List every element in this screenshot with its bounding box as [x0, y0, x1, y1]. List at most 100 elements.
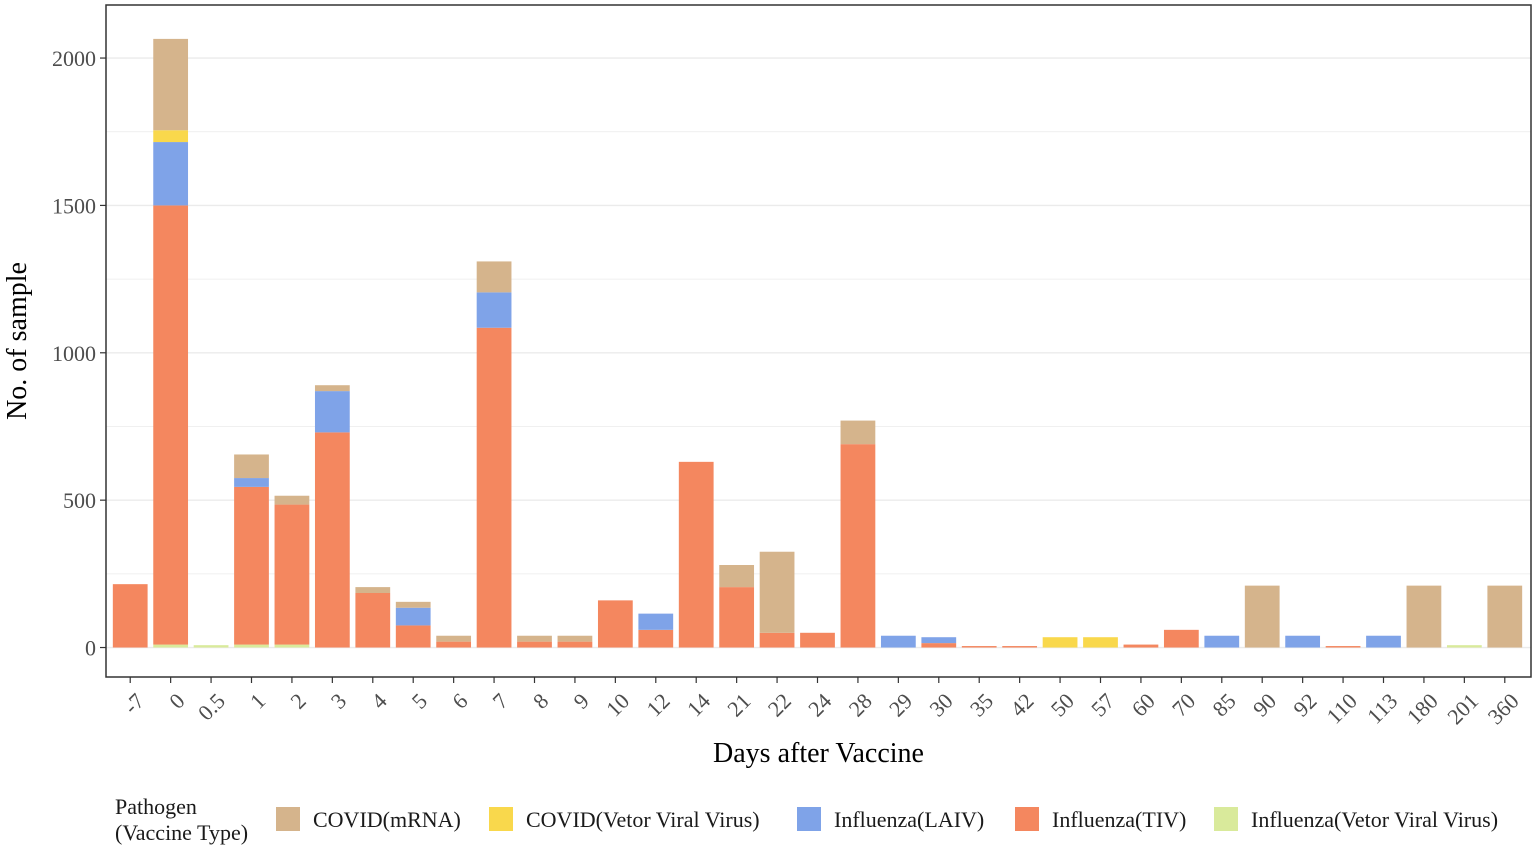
bar-segment: [921, 637, 957, 644]
x-axis-title: Days after Vaccine: [713, 738, 924, 769]
bar-segment: [1042, 637, 1078, 648]
bar-segment: [395, 607, 431, 626]
bar-segment: [476, 327, 512, 648]
y-tick-label: 0: [85, 636, 96, 661]
bar-segment: [1002, 646, 1038, 648]
x-tick-label: 28: [844, 688, 877, 721]
legend-label: Influenza(LAIV): [834, 807, 984, 832]
bar-segment: [234, 644, 269, 648]
bar-segment: [840, 444, 876, 648]
x-tick-label: 90: [1248, 688, 1281, 721]
bar-segment: [557, 641, 593, 648]
x-tick-label: 85: [1207, 688, 1240, 721]
bar-segment: [234, 478, 269, 487]
bar-segment: [1285, 635, 1321, 648]
bar-segment: [921, 643, 957, 648]
x-tick-label: 24: [803, 688, 836, 721]
bar-segment: [719, 587, 755, 648]
x-tick-label: 70: [1167, 688, 1200, 721]
bar-segment: [274, 644, 310, 648]
y-tick-label: 1000: [52, 341, 96, 366]
x-tick-label: 1: [245, 688, 270, 713]
x-tick-label: -7: [118, 688, 149, 719]
x-tick-label: 9: [568, 688, 593, 713]
x-tick-label: 0.5: [193, 688, 230, 725]
x-tick-label: 10: [601, 688, 634, 721]
legend-label: COVID(mRNA): [313, 807, 461, 832]
y-tick-label: 500: [63, 488, 96, 513]
x-tick-label: 0: [164, 688, 189, 713]
x-tick-label: 6: [447, 688, 472, 713]
bar-segment: [153, 142, 189, 206]
x-tick-label: 5: [407, 688, 432, 713]
legend-label: Influenza(TIV): [1052, 807, 1186, 832]
y-axis-ticks: 0 500 1000 1500 2000: [52, 46, 106, 661]
legend-swatch: [489, 807, 513, 831]
panel-border: [105, 4, 1532, 678]
bar-segment: [759, 551, 795, 633]
bar-segment: [880, 635, 916, 648]
bar-segment: [314, 391, 350, 433]
bar-segment: [314, 432, 350, 648]
x-tick-label: 8: [528, 688, 553, 713]
bar-segment: [638, 613, 674, 630]
legend-title-line-1: Pathogen: [115, 794, 197, 819]
bar-segment: [314, 385, 350, 392]
bar-segment: [1366, 635, 1401, 648]
legend-swatch: [276, 807, 300, 831]
bar-segment: [395, 625, 431, 648]
x-tick-label: 22: [763, 688, 796, 721]
x-tick-label: 29: [884, 688, 917, 721]
bar-segment: [557, 635, 593, 642]
bar-segment: [678, 461, 714, 648]
bar-segment: [355, 587, 391, 593]
bar-segment: [436, 635, 472, 642]
bar-segment: [153, 205, 189, 645]
bar-segment: [476, 292, 512, 328]
bar-segment: [234, 486, 269, 645]
x-tick-label: 110: [1322, 688, 1362, 728]
bar-segment: [274, 495, 310, 505]
x-tick-label: 30: [924, 688, 957, 721]
x-tick-label: 42: [1005, 688, 1038, 721]
x-tick-label: 2: [285, 688, 310, 713]
bar-segment: [719, 565, 755, 588]
bar-segment: [112, 584, 148, 648]
bar-segment: [436, 641, 472, 648]
legend-title-line-2: (Vaccine Type): [115, 820, 248, 845]
bar-segment: [193, 645, 229, 648]
x-tick-label: 21: [722, 688, 755, 721]
bar-segment: [1083, 637, 1118, 648]
x-tick-label: 50: [1046, 688, 1079, 721]
bar-segment: [153, 644, 189, 648]
x-tick-label: 60: [1127, 688, 1160, 721]
legend-label: Influenza(Vetor Viral Virus): [1251, 807, 1498, 832]
bar-segment: [153, 130, 189, 143]
bar-segment: [1204, 635, 1240, 648]
bar-segment: [274, 504, 310, 645]
y-axis-title: No. of sample: [2, 262, 33, 420]
bar-segment: [395, 601, 431, 608]
bar-segment: [800, 632, 835, 648]
x-tick-label: 57: [1086, 688, 1119, 721]
x-tick-label: 35: [965, 688, 998, 721]
legend: Pathogen (Vaccine Type) COVID(mRNA) COVID…: [115, 794, 1498, 845]
legend-swatch: [1015, 807, 1039, 831]
y-tick-label: 2000: [52, 46, 96, 71]
x-axis-ticks: -7 0 0.5 1 2 3 4 5 6 7 8 9 10 12 14 21 22 24 28 29 30 35 42 50 5…: [118, 677, 1524, 729]
bar-segment: [1446, 645, 1482, 648]
y-tick-label: 1500: [52, 193, 96, 218]
legend-label: COVID(Vetor Viral Virus): [526, 807, 760, 832]
bar-segment: [153, 38, 189, 131]
x-tick-label: 3: [326, 688, 351, 713]
x-tick-label: 14: [682, 688, 715, 721]
x-tick-label: 360: [1483, 688, 1524, 729]
bar-segment: [1406, 585, 1442, 648]
bar-segment: [234, 454, 269, 479]
bar-segment: [476, 261, 512, 293]
bar-segment: [1163, 629, 1199, 648]
x-tick-label: 113: [1362, 688, 1402, 728]
bars: [112, 38, 1523, 648]
bar-segment: [840, 420, 876, 445]
